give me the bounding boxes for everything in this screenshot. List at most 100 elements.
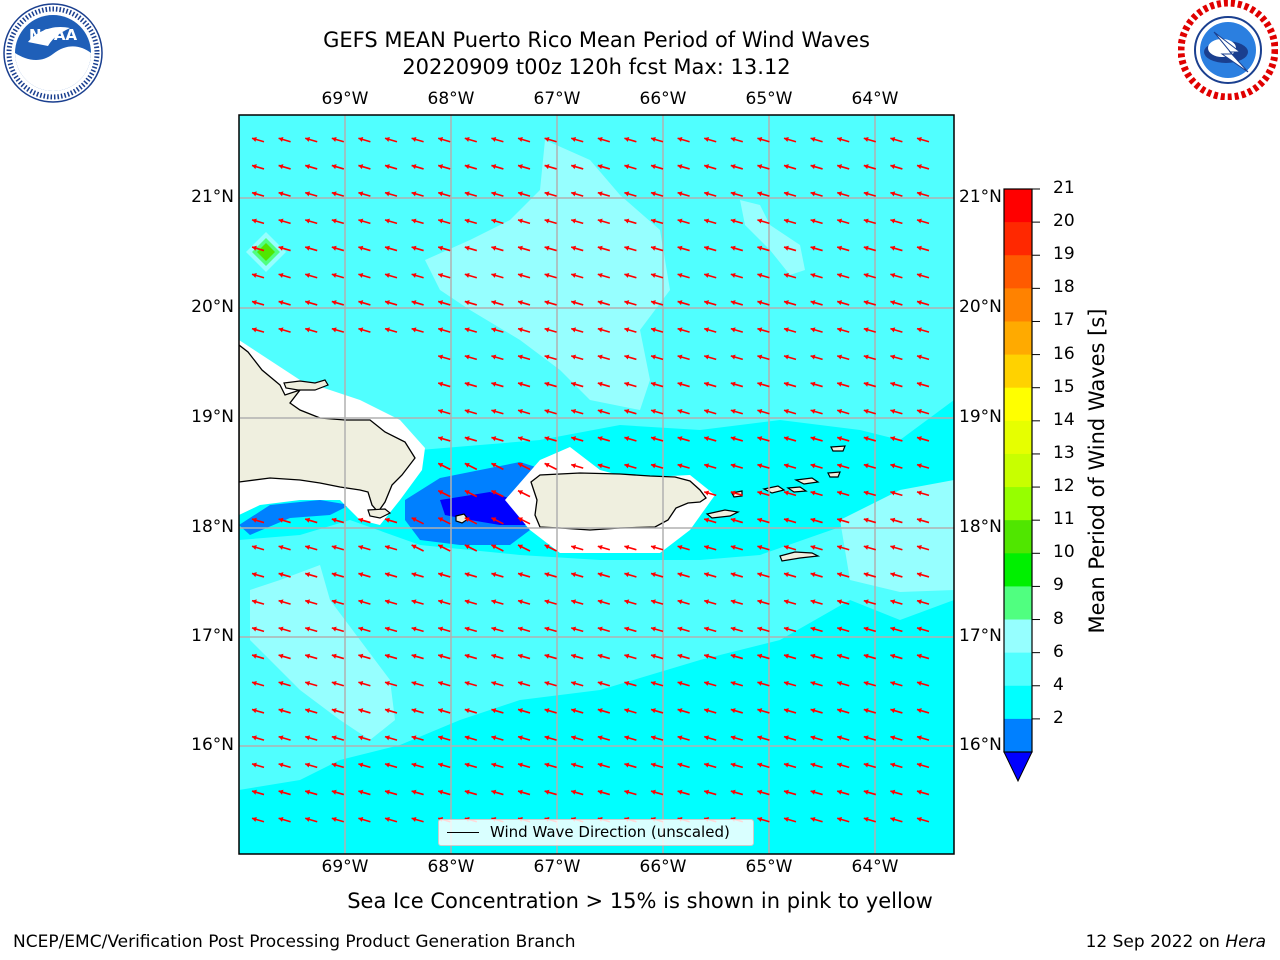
direction-arrow [331,572,345,578]
direction-arrow [783,218,797,225]
axis-tick-label: 69°W [321,857,369,877]
colorbar-tick-label: 10 [1053,542,1075,563]
contour-max-hotspot-core [257,243,275,261]
land-tortola [793,477,820,485]
direction-arrow [411,599,424,605]
direction-arrow [570,191,584,197]
direction-arrow [863,164,877,170]
direction-arrow [836,191,850,197]
direction-arrow [411,762,424,769]
direction-arrow [597,136,611,143]
direction-arrow [624,300,637,306]
direction-arrow [624,599,637,605]
direction-arrow [517,327,531,333]
axis-tick-label: 68°W [427,857,475,877]
direction-arrow [411,327,424,333]
direction-arrow [810,762,823,769]
direction-arrow [411,218,424,225]
direction-arrow [437,653,451,660]
direction-arrow [331,816,345,823]
direction-arrow [597,572,611,578]
direction-arrow [517,272,531,279]
direction-arrow [783,191,797,197]
direction-arrow [863,272,877,279]
direction-arrow [491,272,504,279]
direction-arrow [491,354,504,361]
direction-arrow [437,680,451,687]
axis-tick-label: 17°N [191,626,234,646]
direction-arrow [464,218,478,225]
direction-arrow [570,735,584,741]
direction-arrow [597,544,611,551]
direction-arrow [491,408,504,415]
direction-arrow [570,572,584,578]
direction-arrow [358,164,371,170]
direction-arrow [597,191,611,197]
footer-date-text: 12 Sep 2022 on [1085,932,1220,952]
direction-arrow [278,572,291,578]
direction-arrow [890,381,903,388]
direction-arrow [890,572,903,578]
direction-arrow [677,300,690,306]
direction-arrow [730,762,744,769]
direction-arrow [278,735,291,741]
direction-arrow [570,218,584,225]
direction-arrow [411,164,424,170]
direction-arrow [677,191,690,197]
direction-arrow [597,626,611,633]
direction-arrow [597,327,611,333]
direction-arrow [304,164,318,170]
direction-arrow [783,408,797,415]
direction-arrow [491,164,504,170]
direction-arrow [836,762,850,769]
direction-arrow [863,517,877,524]
direction-arrow [544,789,557,796]
direction-arrow [491,708,504,714]
direction-arrow [890,517,903,524]
direction-arrow [331,544,345,551]
direction-arrow [863,463,877,469]
direction-arrow [597,653,611,660]
direction-arrow [464,164,478,170]
direction-arrow [836,735,850,741]
direction-arrow [624,653,637,660]
contour-8-9-east [840,480,954,592]
direction-arrow [783,789,797,796]
direction-arrow [863,572,877,578]
direction-arrow [437,327,451,333]
direction-arrow [783,708,797,714]
direction-arrow [544,218,557,225]
colorbar-tick-label: 14 [1053,409,1075,430]
direction-arrow [703,490,717,497]
direction-arrow [863,599,877,605]
direction-arrow [464,436,478,442]
direction-arrow [384,164,398,170]
colorbar-bin [1004,189,1032,223]
direction-arrow [411,708,424,714]
colorbar-tick-label: 8 [1053,608,1064,629]
direction-arrow [544,245,557,252]
direction-arrow [703,381,717,388]
direction-arrow [358,572,371,578]
direction-arrow [783,381,797,388]
direction-arrow [836,463,850,469]
direction-arrow [491,136,504,143]
direction-arrow [304,789,318,796]
direction-arrow [677,789,690,796]
direction-arrow [650,136,664,143]
direction-arrow [677,218,690,225]
direction-arrow [703,272,717,279]
chart-subtitle: 20220909 t00z 120h fcst Max: 13.12 [402,55,791,79]
direction-arrow [464,408,478,415]
direction-arrow [916,816,930,823]
axis-tick-label: 19°N [191,407,234,427]
direction-arrow [677,572,690,578]
direction-arrow [624,789,637,796]
direction-arrow [384,245,398,252]
direction-arrow [757,300,770,306]
direction-arrow [517,544,531,552]
land-anegada [827,471,841,478]
colorbar-bin [1004,255,1032,289]
direction-arrow [464,626,478,633]
